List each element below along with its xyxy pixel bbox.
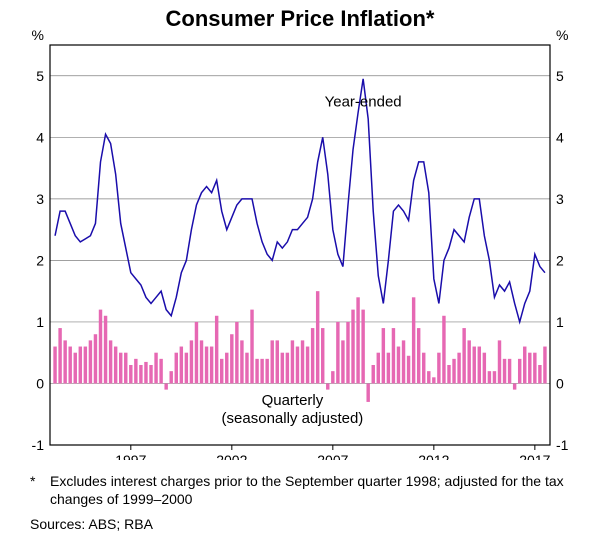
svg-text:1: 1 [556,314,564,330]
chart-svg: -1 -1 0 0 1 1 2 2 3 3 4 4 5 5%% 1997 2002 2007 2012 2017 Ye… [0,0,600,460]
svg-text:-1: -1 [556,437,569,453]
svg-text:2012: 2012 [418,452,449,460]
svg-text:5: 5 [36,68,44,84]
svg-text:Quarterly: Quarterly [262,392,324,409]
svg-text:0: 0 [556,375,564,391]
svg-text:3: 3 [556,191,564,207]
svg-text:%: % [556,27,568,43]
footnote-text: Excludes interest charges prior to the S… [50,472,570,508]
svg-text:Year-ended: Year-ended [325,94,402,111]
svg-text:0: 0 [36,375,44,391]
svg-text:2002: 2002 [216,452,247,460]
svg-text:4: 4 [36,129,44,145]
footnote-marker: * [30,472,50,490]
svg-text:2007: 2007 [317,452,348,460]
svg-text:3: 3 [36,191,44,207]
sources-text: Sources: ABS; RBA [30,516,153,532]
chart-container: Consumer Price Inflation* -1-10011223344… [0,0,600,545]
svg-text:(seasonally adjusted): (seasonally adjusted) [222,410,364,427]
svg-text:5: 5 [556,68,564,84]
svg-text:2: 2 [556,252,564,268]
svg-text:1: 1 [36,314,44,330]
svg-text:%: % [32,27,44,43]
footnote: *Excludes interest charges prior to the … [30,472,570,508]
svg-text:4: 4 [556,129,564,145]
svg-text:2: 2 [36,252,44,268]
svg-text:1997: 1997 [115,452,146,460]
svg-text:2017: 2017 [519,452,550,460]
svg-text:-1: -1 [32,437,45,453]
